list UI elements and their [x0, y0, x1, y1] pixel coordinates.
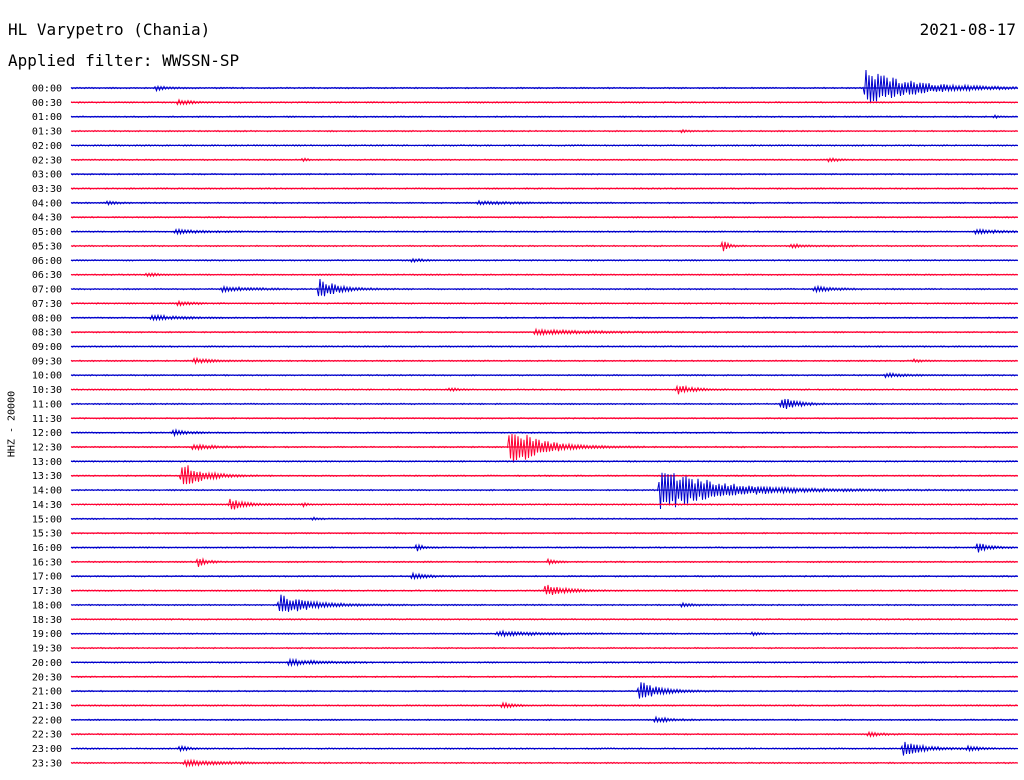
row-time-label: 19:00: [32, 629, 62, 640]
row-time-label: 04:00: [32, 198, 62, 209]
row-time-label: 22:30: [32, 730, 62, 741]
row-time-label: 06:30: [32, 270, 62, 281]
row-time-label: 03:30: [32, 184, 62, 195]
row-time-label: 20:00: [32, 658, 62, 669]
row-time-label: 13:00: [32, 457, 62, 468]
row-time-label: 11:30: [32, 414, 62, 425]
row-time-label: 15:30: [32, 529, 62, 540]
row-time-label: 10:30: [32, 385, 62, 396]
trace-line: [70, 69, 1018, 102]
row-time-label: 01:00: [32, 112, 62, 123]
trace-line: [70, 682, 1018, 699]
row-time-label: 22:00: [32, 715, 62, 726]
trace-line: [70, 465, 1018, 485]
row-time-label: 08:00: [32, 313, 62, 324]
row-time-label: 01:30: [32, 127, 62, 138]
row-time-label: 14:00: [32, 486, 62, 497]
row-time-label: 05:00: [32, 227, 62, 238]
station-title: HL Varypetro (Chania): [8, 20, 211, 39]
trace-line: [70, 433, 1018, 463]
row-time-label: 07:00: [32, 285, 62, 296]
row-time-label: 10:00: [32, 371, 62, 382]
row-time-label: 07:30: [32, 299, 62, 310]
row-time-label: 04:30: [32, 213, 62, 224]
row-time-label: 05:30: [32, 241, 62, 252]
trace-line: [70, 279, 1018, 297]
row-time-label: 11:00: [32, 399, 62, 410]
row-time-label: 13:30: [32, 471, 62, 482]
row-time-label: 16:30: [32, 557, 62, 568]
row-time-label: 09:00: [32, 342, 62, 353]
row-time-label: 18:30: [32, 615, 62, 626]
trace-line: [70, 557, 1018, 567]
row-time-label: 00:30: [32, 98, 62, 109]
row-time-label: 19:30: [32, 644, 62, 655]
row-time-label: 02:30: [32, 155, 62, 166]
row-time-label: 12:00: [32, 428, 62, 439]
row-time-label: 02:00: [32, 141, 62, 152]
row-time-label: 03:00: [32, 170, 62, 181]
row-time-label: 16:00: [32, 543, 62, 554]
row-time-label: 21:00: [32, 687, 62, 698]
trace-line: [70, 594, 1018, 612]
row-time-label: 12:30: [32, 443, 62, 454]
row-time-label: 23:00: [32, 744, 62, 755]
row-time-label: 00:00: [32, 84, 62, 95]
row-time-label: 08:30: [32, 328, 62, 339]
row-time-label: 17:00: [32, 572, 62, 583]
row-time-label: 17:30: [32, 586, 62, 597]
row-time-label: 15:00: [32, 514, 62, 525]
filter-label: Applied filter: WWSSN-SP: [8, 51, 240, 70]
row-time-label: 21:30: [32, 701, 62, 712]
row-time-label: 18:00: [32, 600, 62, 611]
row-time-label: 23:30: [32, 758, 62, 769]
trace-line: [70, 584, 1018, 596]
row-time-label: 20:30: [32, 672, 62, 683]
date-label: 2021-08-17: [919, 20, 1016, 39]
row-time-label: 09:30: [32, 356, 62, 367]
trace-line: [70, 384, 1018, 395]
row-time-label: 14:30: [32, 500, 62, 511]
row-time-label: 06:00: [32, 256, 62, 267]
